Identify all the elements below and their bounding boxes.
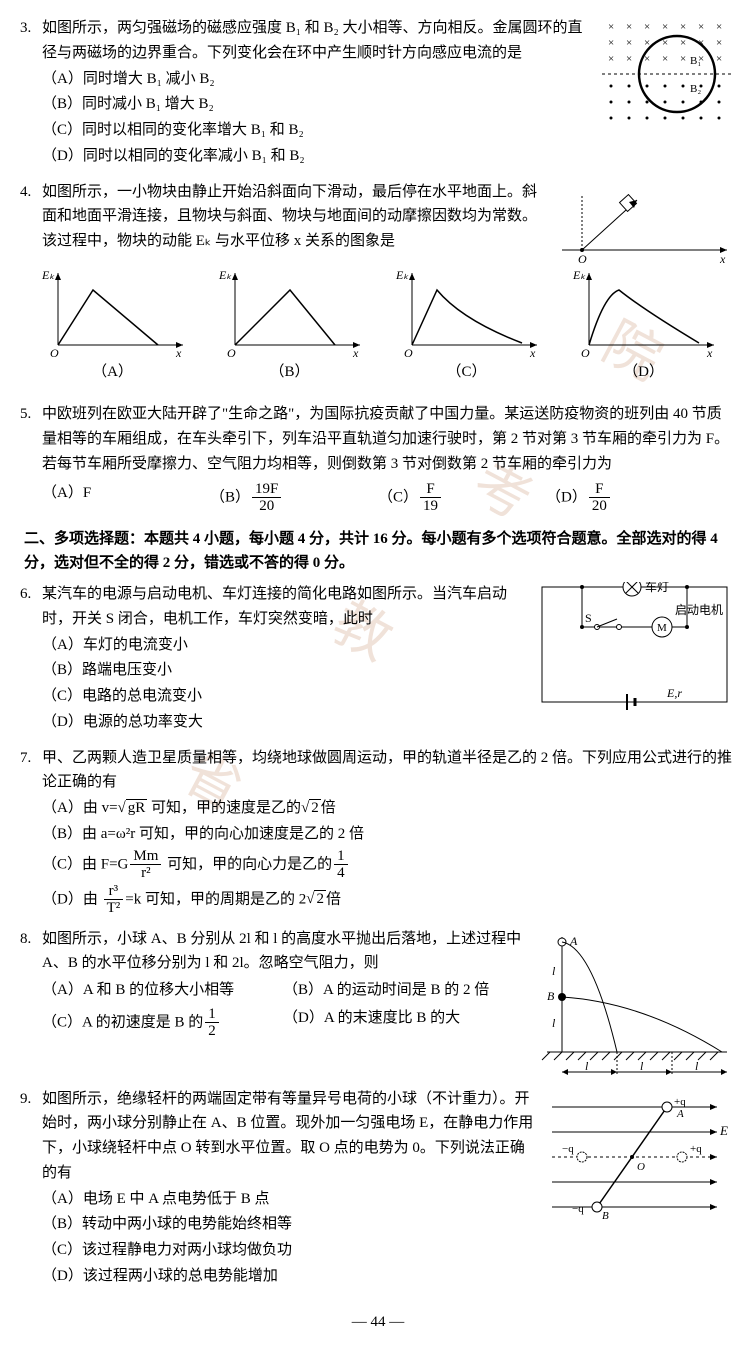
svg-text:O: O <box>578 252 587 265</box>
q3-opt-d: （D）同时以相同的变化率减小 B₁ 和 B₂ <box>42 144 732 169</box>
q4-label-d: （D） <box>569 360 719 385</box>
question-3: ××××××× ××××××× ××××××× B₁ B₂ 3. 如图所示，两匀… <box>24 16 732 170</box>
svg-text:启动电机: 启动电机 <box>675 603 723 617</box>
q8-opt-c: （C）A 的初速度是 B 的12 <box>42 1006 283 1040</box>
svg-text:×: × <box>662 21 668 33</box>
svg-text:×: × <box>608 21 614 33</box>
q8-opt-d: （D）A 的末速度比 B 的大 <box>283 1006 524 1040</box>
svg-text:×: × <box>680 53 686 65</box>
svg-text:O: O <box>50 346 59 360</box>
q6-number: 6. <box>20 582 31 607</box>
q5-opt-d: （D）F20 <box>546 481 714 515</box>
svg-text:Eₖ: Eₖ <box>41 268 55 282</box>
q5-opt-c: （C）F19 <box>378 481 546 515</box>
q7-opt-c: （C）由 F=GMmr² 可知，甲的向心力是乙的14 <box>42 848 732 882</box>
svg-text:x: x <box>719 252 726 265</box>
svg-text:x: x <box>706 346 713 360</box>
q6-opt-d: （D）电源的总功率变大 <box>42 710 732 735</box>
svg-text:x: x <box>175 346 182 360</box>
q7-text: 甲、乙两颗人造卫星质量相等，均绕地球做圆周运动，甲的轨道半径是乙的 2 倍。下列… <box>42 746 732 796</box>
svg-text:×: × <box>716 37 722 49</box>
page-number: — 44 — <box>24 1310 732 1335</box>
svg-text:×: × <box>716 21 722 33</box>
question-9: E +qA −qB O −q +q 9. 如图所示，绝缘轻杆的两端固定带有等量异… <box>24 1087 732 1290</box>
svg-text:×: × <box>680 21 686 33</box>
svg-text:l: l <box>585 1059 589 1073</box>
q9-number: 9. <box>20 1087 31 1112</box>
q5-number: 5. <box>20 402 31 427</box>
question-5: 5. 中欧班列在欧亚大陆开辟了"生命之路"，为国际抗疫贡献了中国力量。某运送防疫… <box>24 402 732 514</box>
q9-opt-d: （D）该过程两小球的总电势能增加 <box>42 1264 732 1289</box>
q6-figure: 车灯 S M 启动电机 E,r <box>537 582 732 712</box>
svg-text:×: × <box>608 53 614 65</box>
q8-number: 8. <box>20 927 31 952</box>
q4-graph-c: Eₖ O x <box>392 265 542 360</box>
svg-text:×: × <box>680 37 686 49</box>
svg-text:S: S <box>585 611 592 625</box>
svg-text:×: × <box>626 37 632 49</box>
svg-text:B₂: B₂ <box>690 83 701 95</box>
svg-text:×: × <box>626 53 632 65</box>
q3-figure: ××××××× ××××××× ××××××× B₁ B₂ <box>602 16 732 136</box>
svg-text:Eₖ: Eₖ <box>395 268 409 282</box>
svg-text:−q: −q <box>562 1143 574 1155</box>
svg-text:O: O <box>404 346 413 360</box>
question-8: A B l l l l l 8. 如图所示，小球 A、B 分别从 2l 和 l … <box>24 927 732 1077</box>
q8-opt-b: （B）A 的运动时间是 B 的 2 倍 <box>283 978 524 1003</box>
question-4: O x 4. 如图所示，一小物块由静止开始沿斜面向下滑动，最后停在水平地面上。斜… <box>24 180 732 393</box>
svg-text:B: B <box>602 1210 609 1222</box>
q4-graph-d: Eₖ O x <box>569 265 719 360</box>
q9-opt-c: （C）该过程静电力对两小球均做负功 <box>42 1238 732 1263</box>
q4-graph-b: Eₖ O x <box>215 265 365 360</box>
q8-opt-a: （A）A 和 B 的位移大小相等 <box>42 978 283 1003</box>
svg-text:B: B <box>547 989 555 1003</box>
q4-graph-a: Eₖ O x <box>38 265 188 360</box>
q5-opt-a: （A）F <box>42 481 210 515</box>
svg-text:Eₖ: Eₖ <box>572 268 586 282</box>
svg-text:车灯: 车灯 <box>645 582 669 594</box>
svg-text:l: l <box>552 964 556 978</box>
section-2-header: 二、多项选择题：本题共 4 小题，每小题 4 分，共计 16 分。每小题有多个选… <box>24 527 732 577</box>
svg-text:l: l <box>695 1059 699 1073</box>
svg-text:×: × <box>662 53 668 65</box>
svg-text:x: x <box>529 346 536 360</box>
svg-text:E: E <box>719 1123 728 1138</box>
svg-text:×: × <box>644 21 650 33</box>
q7-number: 7. <box>20 746 31 771</box>
svg-text:+q: +q <box>674 1096 686 1108</box>
q4-label-c: （C） <box>392 360 542 385</box>
q7-opt-a: （A）由 v=gR 可知，甲的速度是乙的2倍 <box>42 796 732 821</box>
svg-text:O: O <box>637 1161 645 1173</box>
svg-text:O: O <box>227 346 236 360</box>
q5-opt-b: （B）19F20 <box>210 481 378 515</box>
q3-number: 3. <box>20 16 31 41</box>
svg-text:M: M <box>657 622 667 634</box>
svg-text:+q: +q <box>690 1143 702 1155</box>
q9-figure: E +qA −qB O −q +q <box>542 1087 732 1222</box>
svg-text:−q: −q <box>572 1203 584 1215</box>
q7-opt-d: （D）由 r³T²=k 可知，甲的周期是乙的 22倍 <box>42 883 732 917</box>
svg-text:l: l <box>552 1016 556 1030</box>
q7-opt-b: （B）由 a=ω²r 可知，甲的向心加速度是乙的 2 倍 <box>42 822 732 847</box>
svg-text:O: O <box>581 346 590 360</box>
q4-label-a: （A） <box>38 360 188 385</box>
svg-text:E,r: E,r <box>666 686 682 700</box>
svg-text:A: A <box>676 1108 684 1120</box>
svg-text:×: × <box>716 53 722 65</box>
svg-text:×: × <box>698 21 704 33</box>
svg-text:Eₖ: Eₖ <box>218 268 232 282</box>
q5-text: 中欧班列在欧亚大陆开辟了"生命之路"，为国际抗疫贡献了中国力量。某运送防疫物资的… <box>42 402 732 476</box>
q8-figure: A B l l l l l <box>532 927 732 1077</box>
question-7: 7. 甲、乙两颗人造卫星质量相等，均绕地球做圆周运动，甲的轨道半径是乙的 2 倍… <box>24 746 732 917</box>
svg-text:l: l <box>640 1059 644 1073</box>
svg-text:x: x <box>352 346 359 360</box>
q4-figure: O x <box>552 180 732 265</box>
q4-label-b: （B） <box>215 360 365 385</box>
svg-text:×: × <box>626 21 632 33</box>
q4-number: 4. <box>20 180 31 205</box>
svg-text:×: × <box>608 37 614 49</box>
svg-text:B₁: B₁ <box>690 55 701 67</box>
question-6: 车灯 S M 启动电机 E,r 6. 某汽车的电源与启动电机、车灯连接的简化电路… <box>24 582 732 736</box>
q4-graphs: Eₖ O x （A） Eₖ O x （B） Eₖ O <box>24 265 732 385</box>
